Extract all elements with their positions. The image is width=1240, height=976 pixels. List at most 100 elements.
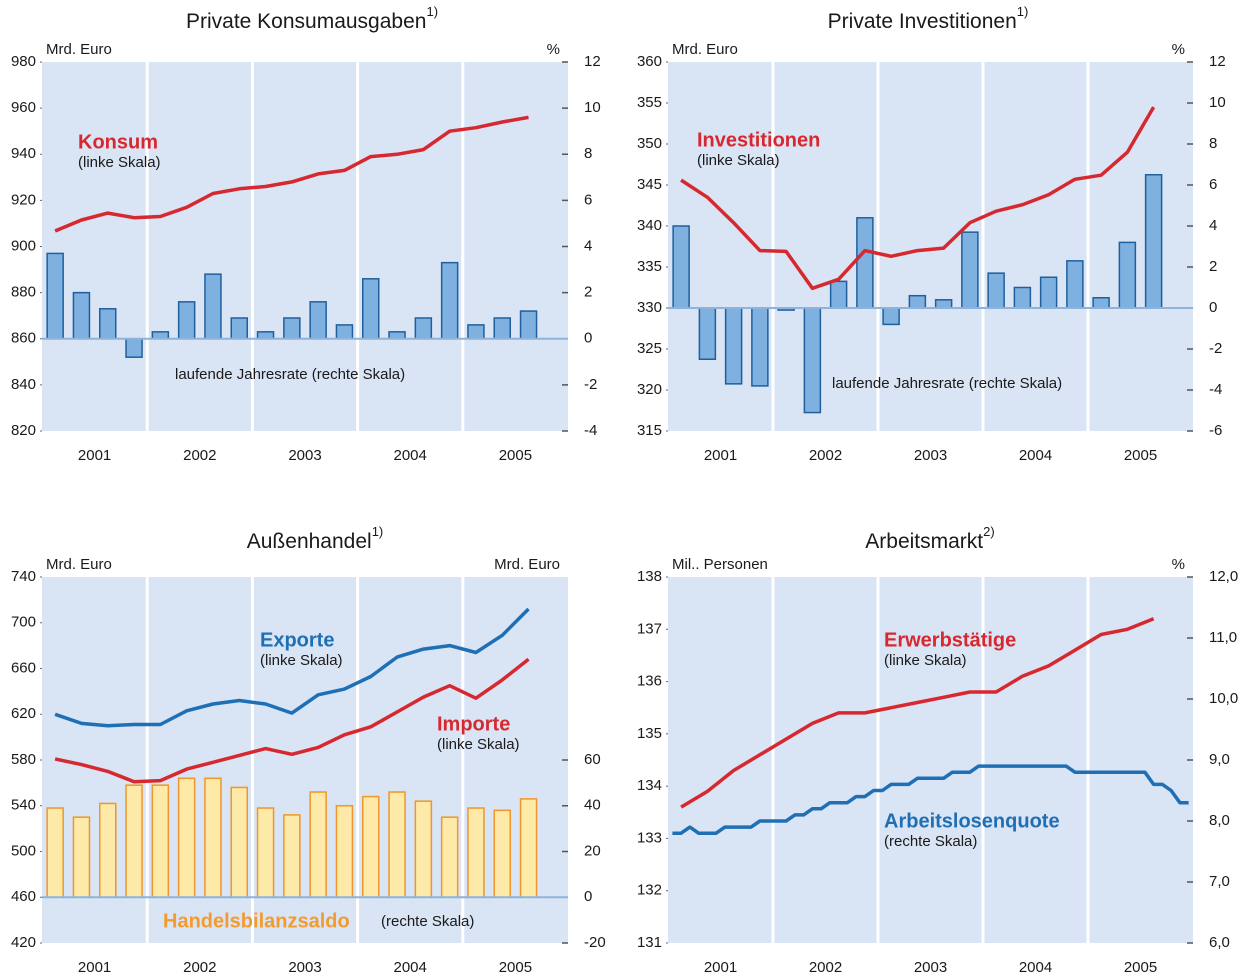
bar [125, 338, 143, 358]
y-tick-label: 840 [11, 376, 36, 393]
y-axis-unit: Mrd. Euro [672, 41, 738, 58]
x-tick-label: 2005 [499, 447, 532, 464]
bar [698, 307, 717, 360]
x-tick-label: 2005 [1124, 447, 1157, 464]
bar [46, 252, 64, 340]
y2-tick-label: -2 [1209, 340, 1222, 357]
y2-tick-label: 6 [1209, 176, 1217, 193]
y-tick-label: 136 [637, 673, 662, 690]
title-text: Außenhandel [247, 530, 372, 553]
y-tick-label: 820 [11, 422, 36, 439]
x-tick-label: 2001 [78, 959, 111, 976]
bar [829, 280, 848, 309]
bar [672, 225, 690, 309]
bar [724, 307, 743, 385]
y-tick-label: 920 [11, 191, 36, 208]
bar [125, 784, 143, 898]
y2-tick-label: 4 [584, 237, 592, 254]
bar [230, 317, 248, 340]
y2-axis-unit: % [1172, 556, 1185, 573]
bar [1118, 241, 1137, 309]
chart-title: Arbeitsmarkt2) [865, 524, 994, 552]
y-tick-label: 580 [11, 751, 36, 768]
bar [177, 777, 196, 898]
y2-tick-label: 9,0 [1209, 751, 1230, 768]
y2-tick-label: 4 [1209, 217, 1217, 234]
bar [283, 317, 301, 340]
bar [414, 800, 433, 898]
series-label: laufende Jahresrate (rechte Skala) [832, 375, 1062, 392]
y2-tick-label: 0 [584, 888, 592, 905]
y-axis-unit: Mil.. Personen [672, 556, 768, 573]
bar [1144, 174, 1163, 309]
bar [362, 795, 380, 898]
bar [1092, 297, 1110, 309]
bar [362, 278, 380, 340]
x-tick-label: 2005 [499, 959, 532, 976]
series-scale-label: (linke Skala) [78, 154, 161, 171]
bar [151, 331, 170, 340]
bar [493, 809, 511, 899]
y-axis-unit: Mrd. Euro [46, 556, 112, 573]
y-tick-label: 138 [637, 568, 662, 585]
y-tick-label: 940 [11, 145, 36, 162]
y2-tick-label: -20 [584, 934, 606, 951]
bar [72, 816, 91, 898]
bar [256, 807, 275, 898]
series-scale-label: (rechte Skala) [884, 833, 977, 850]
y-tick-label: 330 [637, 299, 662, 316]
x-tick-label: 2003 [288, 959, 321, 976]
bar [803, 307, 822, 414]
y2-tick-label: 7,0 [1209, 873, 1230, 890]
y2-tick-label: 11,0 [1209, 629, 1237, 646]
x-tick-label: 2002 [809, 959, 842, 976]
y-tick-label: 620 [11, 705, 36, 722]
series-scale-label: (linke Skala) [260, 652, 343, 669]
bar [961, 231, 979, 309]
bar [467, 324, 485, 340]
bar [493, 317, 511, 340]
y2-tick-label: 12 [584, 53, 601, 70]
x-tick-label: 2004 [394, 447, 427, 464]
y2-tick-label: -4 [1209, 381, 1222, 398]
bar [72, 291, 91, 340]
y2-tick-label: 6,0 [1209, 934, 1230, 951]
series-label: Exporte [260, 629, 334, 651]
y-tick-label: 660 [11, 659, 36, 676]
y2-tick-label: 10,0 [1209, 690, 1238, 707]
title-footnote: 1) [372, 524, 384, 539]
y2-tick-label: 2 [1209, 258, 1217, 275]
series-label: laufende Jahresrate (rechte Skala) [175, 366, 405, 383]
bar [414, 317, 433, 340]
bar [751, 307, 769, 387]
series-scale-label: (linke Skala) [884, 652, 967, 669]
y-tick-label: 135 [637, 725, 662, 742]
bar [467, 807, 485, 898]
plot-area [42, 62, 568, 431]
y-tick-label: 880 [11, 284, 36, 301]
x-tick-label: 2001 [704, 959, 737, 976]
y-tick-label: 960 [11, 99, 36, 116]
series-label: Investitionen [697, 129, 820, 151]
y2-tick-label: 12,0 [1209, 568, 1238, 585]
x-tick-label: 2004 [1019, 959, 1052, 976]
bar [309, 301, 327, 340]
y-tick-label: 315 [637, 422, 662, 439]
y-tick-label: 132 [637, 882, 662, 899]
series-label: Konsum [78, 131, 158, 153]
x-tick-label: 2001 [78, 447, 111, 464]
y-tick-label: 133 [637, 829, 662, 846]
bar [1039, 276, 1058, 309]
y2-tick-label: 2 [584, 284, 592, 301]
y-tick-label: 325 [637, 340, 662, 357]
line-series [54, 607, 530, 728]
series-label: Handelsbilanzsaldo [163, 910, 350, 932]
y-tick-label: 137 [637, 620, 662, 637]
title-text: Private Investitionen [828, 10, 1017, 33]
y2-tick-label: 8 [1209, 135, 1217, 152]
title-text: Private Konsumausgaben [186, 10, 427, 33]
series-scale-label: (linke Skala) [437, 736, 520, 753]
bar [908, 294, 927, 309]
y2-tick-label: 0 [584, 330, 592, 347]
x-tick-label: 2005 [1124, 959, 1157, 976]
